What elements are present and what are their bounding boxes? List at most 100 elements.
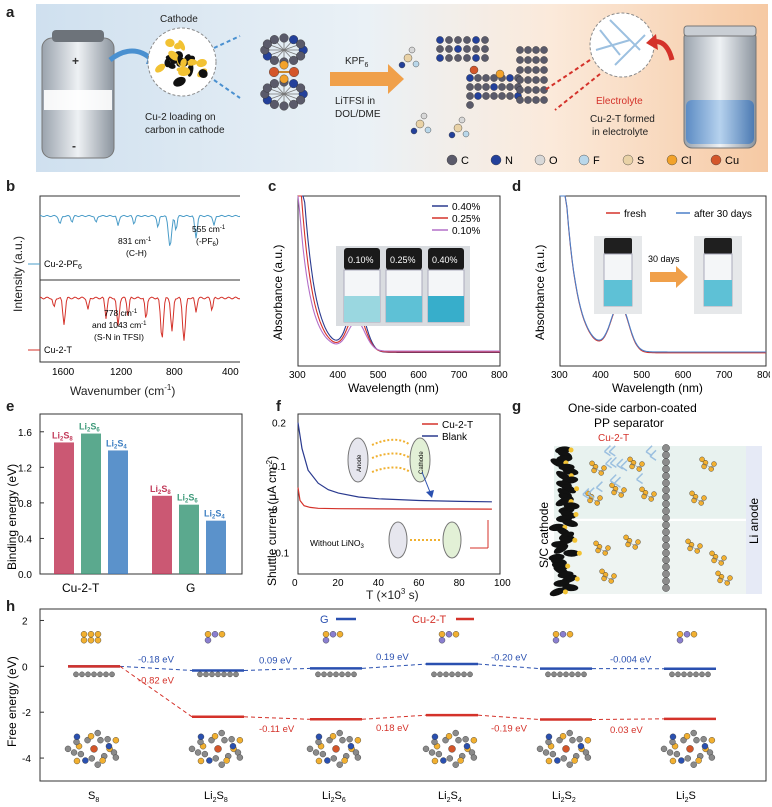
atom-legend: C N O F S Cl Cu bbox=[446, 154, 739, 167]
graphene-atom bbox=[339, 671, 345, 678]
ftir-annotation-555: 555 cm-1 bbox=[192, 224, 226, 234]
cu2t-fragment bbox=[608, 445, 616, 457]
adsorbate-atom bbox=[552, 631, 560, 638]
cu2t-cluster-atom bbox=[708, 754, 716, 761]
separator-bead bbox=[662, 444, 670, 452]
shuttle-xtick-60: 60 bbox=[413, 578, 425, 589]
cu2t-cluster-atom bbox=[666, 749, 674, 756]
panel-e-chart: Li2S8 Li2S6 Li2S4 Li2S8 Li2S6 Li2S4 0.0 0.4 0.8… bbox=[5, 413, 243, 595]
cu2t-cluster-atom bbox=[223, 757, 230, 764]
right-battery-illustration bbox=[646, 25, 757, 149]
tfsi-f-atom bbox=[412, 60, 420, 68]
product-atom bbox=[482, 74, 490, 82]
cathode-particle bbox=[155, 63, 166, 73]
cu2t-cluster-atom bbox=[452, 729, 459, 737]
graphene-atom bbox=[103, 671, 109, 678]
species-label-3: Li2S4 bbox=[438, 790, 462, 804]
cu2t-cluster-atom bbox=[94, 729, 101, 737]
polysulfide-atom bbox=[593, 540, 599, 547]
graphene-atom bbox=[203, 671, 209, 678]
cu2t-cluster-atom bbox=[660, 745, 668, 753]
cathode-flake bbox=[563, 549, 580, 557]
binding-bar-cu-2-t-li2s8 bbox=[54, 442, 74, 574]
product-atom bbox=[481, 54, 489, 62]
energy-connector bbox=[243, 716, 311, 720]
cathode-flake bbox=[561, 484, 577, 494]
product-atom bbox=[474, 92, 482, 100]
product-atom bbox=[524, 56, 532, 64]
product-atom bbox=[454, 45, 462, 53]
inset-cathode-label: Cathode bbox=[419, 451, 425, 474]
cu2t-cluster-atom bbox=[684, 755, 691, 762]
separator-bead bbox=[662, 472, 670, 480]
graphene-atom bbox=[705, 671, 711, 678]
polysulfide-atom bbox=[627, 456, 633, 463]
uv-c-line-2 bbox=[297, 195, 500, 352]
cu2t-cluster-atom bbox=[188, 745, 196, 753]
energy-step-label-g-3: 0.19 eV bbox=[376, 652, 409, 663]
cathode-sulfur bbox=[574, 576, 580, 582]
graphene-atom bbox=[461, 671, 467, 678]
ftir-annotation-778: 778 cm-1 bbox=[104, 308, 138, 318]
product-atom bbox=[466, 101, 474, 109]
polysulfide-atom bbox=[635, 539, 641, 545]
cu2t-fragment bbox=[616, 458, 624, 470]
cu2t-cluster-atom bbox=[70, 749, 78, 756]
graphene-atom bbox=[563, 671, 569, 678]
cathode-sulfur bbox=[565, 563, 571, 569]
product-atom bbox=[516, 96, 524, 104]
separator-cu2t-label: Cu-2-T bbox=[598, 433, 629, 444]
reagent-litfsi: LiTFSI in bbox=[335, 96, 375, 107]
product-atom bbox=[506, 92, 514, 100]
polysulfide-bond bbox=[595, 547, 609, 553]
cathode-particle bbox=[173, 76, 186, 87]
binding-ytick-0.4: 0.4 bbox=[18, 534, 32, 545]
cu2-molecule bbox=[260, 33, 308, 111]
panel-letter-b: b bbox=[6, 178, 16, 195]
uv-d-vial-aged bbox=[694, 236, 742, 314]
cu2t-cluster-atom bbox=[73, 733, 81, 741]
graphene-atom bbox=[569, 671, 575, 678]
uv-d-legend: fresh after 30 days bbox=[606, 209, 752, 220]
cathode-particle bbox=[180, 58, 187, 68]
ftir-legend-bottom: Cu-2-T bbox=[44, 345, 73, 355]
cu2t-cluster-atom bbox=[228, 736, 235, 743]
molecule-atom bbox=[296, 39, 306, 49]
panel-a-background bbox=[36, 4, 768, 172]
graphene-atom bbox=[669, 671, 675, 678]
cathode-particle bbox=[198, 69, 208, 79]
binding-bar-label: Li2S4 bbox=[106, 438, 127, 450]
graphene-atom bbox=[351, 671, 357, 678]
adsorbate-atom bbox=[452, 631, 460, 638]
tfsi-n-atom bbox=[410, 127, 418, 135]
panel-h-chart: Free energy (eV) 2 0 -2 -4 G Cu-2-T -0.18 eV… bbox=[5, 608, 767, 804]
molecule-atom bbox=[296, 51, 306, 61]
cu2t-cluster-atom bbox=[576, 736, 583, 743]
legend-label-n: N bbox=[505, 155, 513, 167]
graphene-atom bbox=[581, 671, 587, 678]
uv-c-vial-photo: 0.10% 0.25% 0.40% bbox=[336, 246, 470, 326]
cu2t-fragment bbox=[645, 445, 653, 457]
uv-d-xtick-600: 600 bbox=[675, 370, 692, 381]
cu2t-cluster-atom bbox=[690, 729, 697, 737]
without-lino3-label: Without LiNO3 bbox=[310, 538, 365, 550]
product-atom bbox=[463, 45, 471, 53]
graphene-atom bbox=[693, 671, 699, 678]
ftir-ylabel: Intensity (a.u.) bbox=[11, 236, 25, 312]
tfsi-n-atom bbox=[398, 61, 406, 69]
tfsi-o-atom bbox=[408, 46, 416, 54]
cu2t-cluster-atom bbox=[462, 736, 469, 743]
ftir-annotation-555-assign: (-PF6) bbox=[196, 236, 219, 248]
binding-bar-g-li2s4 bbox=[206, 520, 226, 574]
tfsi-s-atom bbox=[453, 123, 463, 133]
adsorbate-atom bbox=[329, 631, 337, 638]
polysulfide-atom bbox=[599, 568, 605, 575]
cu2t-cluster-atom bbox=[428, 749, 436, 756]
product-atom bbox=[472, 45, 480, 53]
battery-plus: + bbox=[72, 54, 79, 68]
cathode-flake bbox=[549, 587, 565, 597]
product-atom bbox=[454, 36, 462, 44]
cu-atom bbox=[269, 66, 280, 77]
polysulfide-bond bbox=[691, 497, 705, 503]
electrolyte-caption-2: in electrolyte bbox=[592, 127, 649, 138]
